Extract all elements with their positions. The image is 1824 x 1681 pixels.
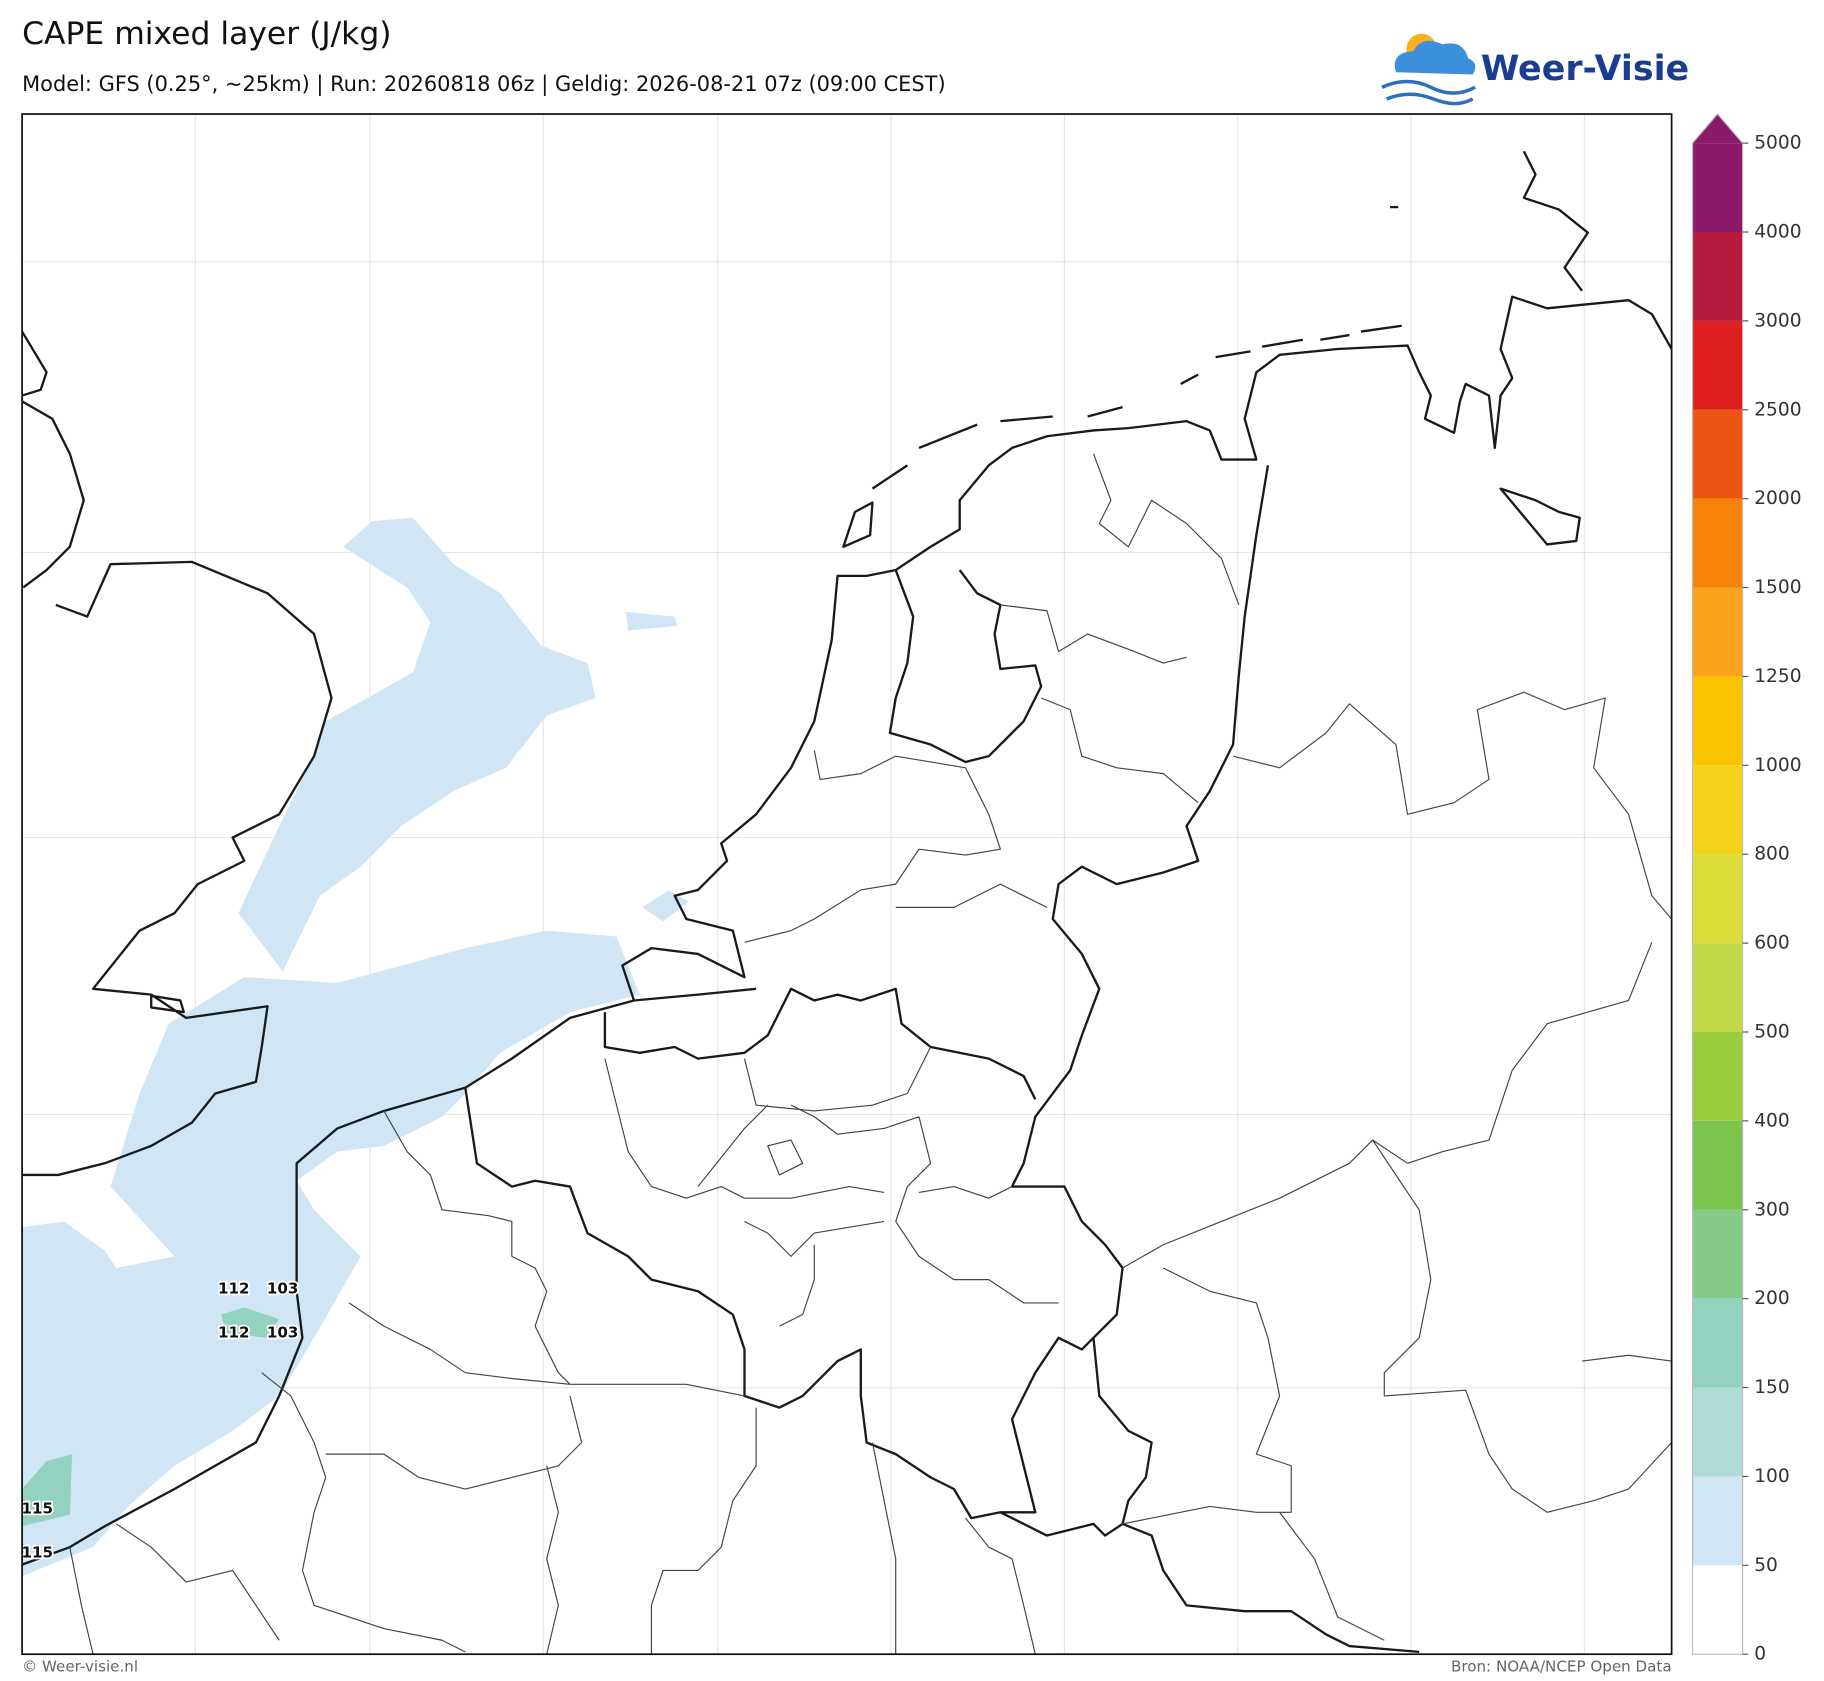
colorbar-tick-label: 0 [1754, 1644, 1766, 1665]
point-label: 112 [218, 1279, 250, 1297]
title: CAPE mixed layer (J/kg) [22, 16, 391, 52]
cape-area [625, 611, 689, 922]
colorbar-tick-label: 400 [1754, 1110, 1790, 1131]
map-frame [21, 113, 1673, 1656]
map: 112 103 112 103 115 115 [21, 114, 1672, 1655]
coastline [22, 560, 333, 1177]
colorbar-band [1692, 498, 1743, 588]
colorbar-tick-label: 4000 [1754, 222, 1801, 243]
cape-area [238, 517, 596, 972]
colorbar-band [1692, 943, 1743, 1032]
colorbar-band [1692, 1209, 1743, 1299]
colorbar-tick-label: 5000 [1754, 133, 1801, 154]
colorbar-band [1692, 320, 1743, 410]
colorbar-band [1692, 1565, 1743, 1655]
national-border [603, 987, 1420, 1654]
colorbar-band [1692, 1476, 1743, 1566]
colorbar-outline [1691, 113, 1744, 1655]
colorbar-band [1692, 676, 1743, 766]
subtitle: Model: GFS (0.25°, ~25km) | Run: 2026081… [22, 72, 946, 97]
grid [22, 114, 1672, 1655]
coastline [150, 150, 1590, 1014]
footer-left: © Weer-visie.nl [22, 1658, 138, 1676]
colorbar-band [1692, 587, 1743, 677]
logo-cloud [1394, 40, 1476, 75]
colorbar-tick-label: 1500 [1754, 577, 1801, 598]
colorbar-band [1692, 1387, 1743, 1477]
colorbar: 0 50 100 150 200 300 400 500 600 800 1000 1250 1500 2… [1691, 113, 1802, 1665]
colorbar-tick-label: 600 [1754, 933, 1790, 954]
colorbar-tick-label: 2500 [1754, 399, 1801, 420]
colorbar-tick-label: 1000 [1754, 755, 1801, 776]
colorbar-band [1692, 409, 1743, 499]
logo-text: Weer-Visie [1481, 49, 1689, 89]
colorbar-tick-label: 150 [1754, 1377, 1790, 1398]
point-label: 103 [267, 1279, 299, 1297]
point-label: 103 [267, 1324, 299, 1342]
colorbar-tick-label: 300 [1754, 1199, 1790, 1220]
colorbar-tick-label: 800 [1754, 844, 1790, 865]
colorbar-tick-label: 2000 [1754, 488, 1801, 509]
national-border [464, 465, 1270, 1520]
colorbar-tick-label: 100 [1754, 1466, 1790, 1487]
logo-waves [1381, 79, 1476, 106]
footer-right: Bron: NOAA/NCEP Open Data [1451, 1658, 1672, 1676]
point-label: 112 [218, 1324, 250, 1342]
grid-lines [22, 114, 1672, 1655]
colorbar-tick-label: 3000 [1754, 310, 1801, 331]
cape-area [22, 930, 640, 1577]
coastline [22, 330, 85, 589]
colorbar-band [1692, 232, 1743, 321]
colorbar-tick-label: 50 [1754, 1555, 1778, 1576]
logo: Weer-Visie [1381, 33, 1689, 106]
colorbar-band [1692, 765, 1743, 855]
coastline [621, 295, 1672, 1001]
colorbar-tick-label: 500 [1754, 1021, 1790, 1042]
point-label: 115 [21, 1544, 53, 1562]
colorbar-tick-label: 1250 [1754, 666, 1801, 687]
cape-area-high [22, 1307, 280, 1527]
coastline [888, 569, 1043, 764]
colorbar-band [1692, 1031, 1743, 1121]
colorbar-band [1692, 1120, 1743, 1210]
colorbar-tick-label: 200 [1754, 1288, 1790, 1309]
colorbar-band [1692, 854, 1743, 944]
colorbar-extend [1692, 114, 1743, 144]
regional-border [69, 453, 1672, 1655]
colorbar-band [1692, 143, 1743, 233]
point-label: 115 [21, 1499, 53, 1517]
coastline [22, 987, 757, 1566]
colorbar-band [1692, 1298, 1743, 1388]
